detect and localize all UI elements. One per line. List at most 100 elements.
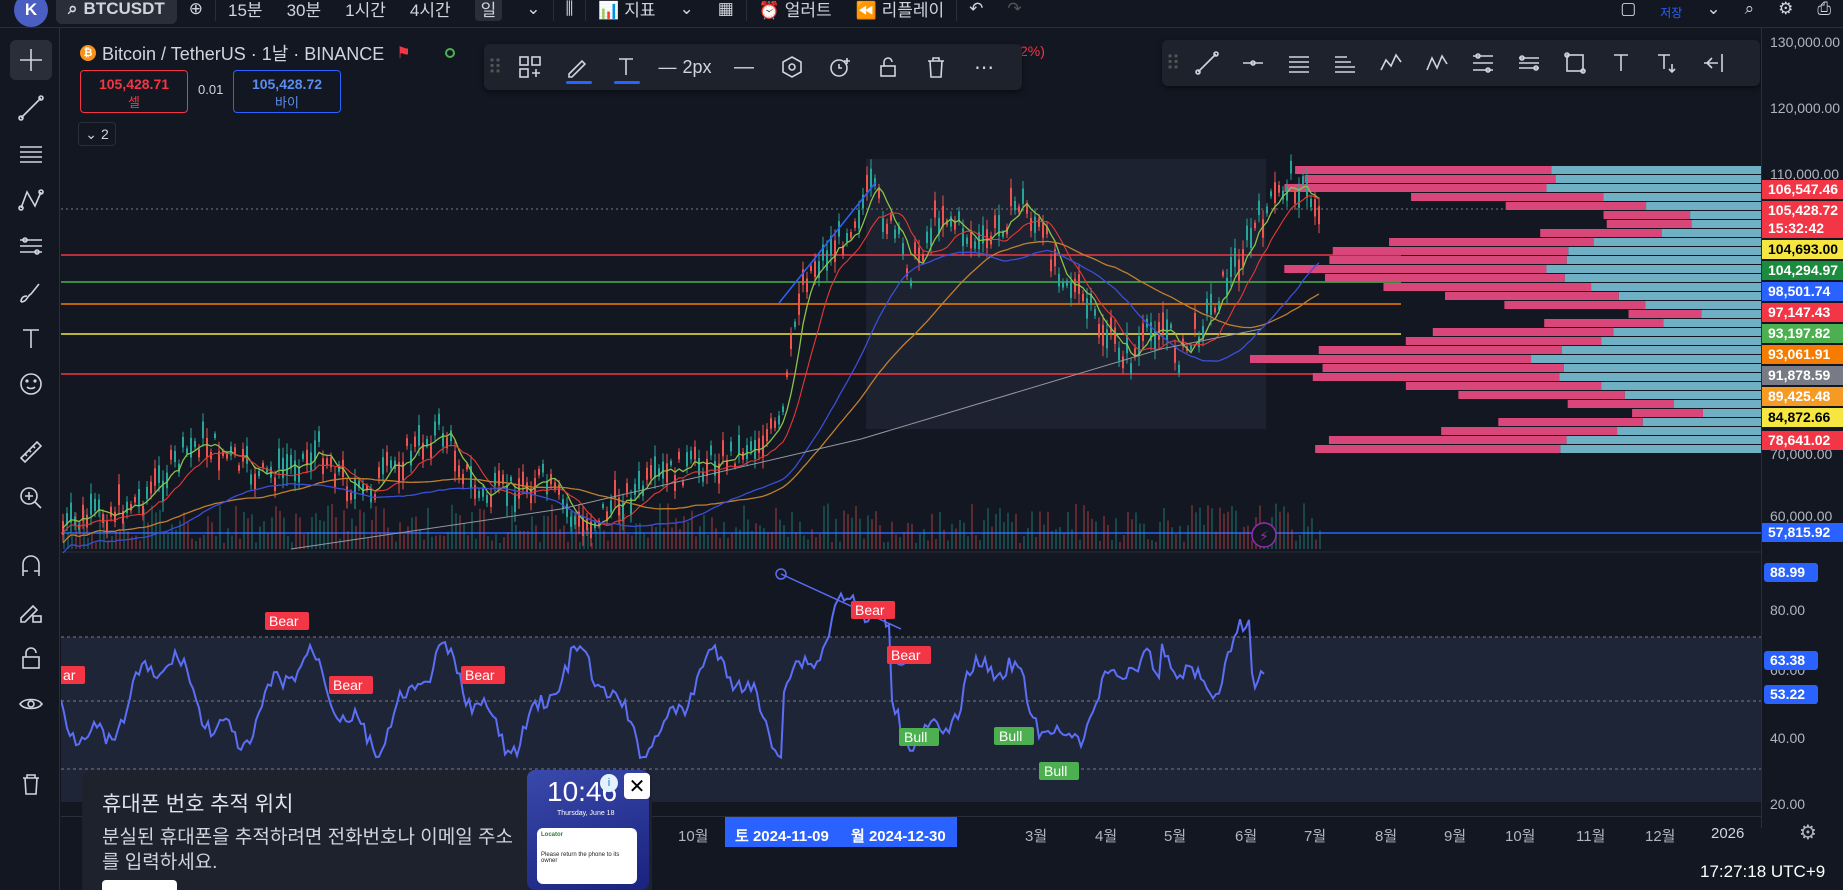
interval-1h[interactable]: 1시간 xyxy=(345,1,386,20)
template-icon[interactable] xyxy=(506,44,554,90)
ad-banner[interactable]: 휴대폰 번호 추적 위치 분실된 휴대폰을 추적하려면 전화번호나 이메일 주소… xyxy=(82,770,652,890)
search-icon[interactable]: ⌕ xyxy=(1744,0,1755,18)
text-tool-icon[interactable] xyxy=(10,318,52,358)
price-axis[interactable]: 130,000.00 120,000.00 110,000.00 70,000.… xyxy=(1761,28,1843,828)
elliott-wave-icon[interactable] xyxy=(1368,40,1414,86)
time-label: 9월 xyxy=(1444,828,1467,845)
replay-button[interactable]: ⏪ 리플레이 xyxy=(856,0,944,21)
axis-settings-icon[interactable]: ⚙ xyxy=(1799,822,1817,844)
line-color-pencil-icon[interactable] xyxy=(554,44,602,90)
crosshair-icon[interactable] xyxy=(10,40,52,80)
volume-bar xyxy=(1151,540,1153,549)
settings-hexagon-icon[interactable] xyxy=(768,44,816,90)
lock-icon[interactable] xyxy=(10,638,52,678)
rsi-divergence-line[interactable] xyxy=(780,573,902,630)
candle-body xyxy=(226,453,228,459)
zoom-in-icon[interactable] xyxy=(10,478,52,518)
ad-info-icon[interactable]: i xyxy=(600,774,618,792)
add-symbol-icon[interactable]: ⊕ xyxy=(188,0,203,18)
symbol-title[interactable]: Bitcoin / TetherUS · 1날 · BINANCE xyxy=(102,44,385,64)
sell-button[interactable]: 105,428.71 셀 xyxy=(80,70,188,113)
chevron-down-icon[interactable]: ⌄ xyxy=(1706,0,1721,18)
close-icon[interactable]: ✕ xyxy=(624,773,650,799)
redo-icon[interactable]: ↷ xyxy=(1007,0,1022,18)
rsi-handle[interactable] xyxy=(775,568,787,580)
line-style-icon[interactable]: — xyxy=(734,55,754,78)
pattern-icon[interactable] xyxy=(10,180,52,220)
layout-icon[interactable]: ▦ xyxy=(717,0,734,18)
buy-button[interactable]: 105,428.72 바이 xyxy=(233,70,341,113)
expand-toolbar-icon[interactable] xyxy=(1690,40,1736,86)
trash-icon[interactable] xyxy=(10,764,52,804)
interval-1d[interactable]: 일 xyxy=(474,0,503,21)
candle-body xyxy=(698,458,700,475)
undo-icon[interactable]: ↶ xyxy=(969,0,984,18)
bear-label-bg xyxy=(887,646,931,664)
fib-lines-icon[interactable] xyxy=(10,134,52,174)
alert-button[interactable]: ⏰ 얼러트 xyxy=(759,0,832,21)
candle-body xyxy=(490,494,492,507)
volume-bar xyxy=(375,506,377,549)
horizontal-ray-icon[interactable] xyxy=(1230,40,1276,86)
candle-body xyxy=(554,482,556,490)
vp-bar-sell xyxy=(1632,409,1703,417)
chevron-down-icon[interactable]: ⌄ xyxy=(526,0,541,18)
trend-line-icon[interactable] xyxy=(1184,40,1230,86)
text-color-icon[interactable] xyxy=(602,44,650,90)
delete-icon[interactable] xyxy=(912,44,960,90)
candle-body xyxy=(886,223,888,235)
collapse-indicators-button[interactable]: ⌄ 2 xyxy=(78,122,116,146)
volume-bar xyxy=(763,528,765,549)
magnet-icon[interactable] xyxy=(10,546,52,586)
brush-icon[interactable] xyxy=(10,272,52,312)
save-label[interactable]: 저장 xyxy=(1660,6,1683,20)
ruler-icon[interactable] xyxy=(10,432,52,472)
settings-gear-icon[interactable]: ⚙ xyxy=(1778,0,1794,18)
text-icon[interactable] xyxy=(1598,40,1644,86)
interval-15m[interactable]: 15분 xyxy=(228,1,263,20)
volume-bar xyxy=(471,512,473,549)
indicators-button[interactable]: 📊 지표 xyxy=(598,0,655,21)
interval-4h[interactable]: 4시간 xyxy=(409,1,451,20)
candle-body xyxy=(914,242,916,254)
emoji-icon[interactable] xyxy=(10,364,52,404)
flag-icon[interactable]: ⚑ xyxy=(396,45,411,62)
eye-icon[interactable] xyxy=(10,684,52,724)
camera-icon[interactable]: ⎙ xyxy=(1817,0,1831,18)
more-options-icon[interactable]: ⋯ xyxy=(974,56,994,79)
unlock-icon[interactable] xyxy=(864,44,912,90)
parallel-channel-icon[interactable] xyxy=(1276,40,1322,86)
user-avatar[interactable]: K xyxy=(14,0,48,27)
volume-bar xyxy=(959,519,961,549)
lock-pencil-icon[interactable] xyxy=(10,592,52,632)
chart-canvas[interactable]: ⚡ ar Bear Bear Bear Bear Bear Bull Bull Bull xyxy=(61,29,1761,817)
volume-bar xyxy=(639,522,641,549)
interval-30m[interactable]: 30분 xyxy=(286,1,322,20)
fib-retracement-icon[interactable] xyxy=(1460,40,1506,86)
add-alert-icon[interactable] xyxy=(816,44,864,90)
layout-box-icon[interactable]: ▢ xyxy=(1620,0,1637,18)
volume-bar xyxy=(71,535,73,549)
line-width-select[interactable]: —2px xyxy=(650,44,720,90)
candle-body xyxy=(694,446,696,460)
alert-marker-icon[interactable] xyxy=(1251,522,1277,548)
trend-line-icon[interactable] xyxy=(10,88,52,128)
abcd-pattern-icon[interactable] xyxy=(1414,40,1460,86)
drag-handle-icon[interactable]: ⠿ xyxy=(1165,52,1181,75)
volume-bar xyxy=(731,532,733,549)
alert-label: 얼러트 xyxy=(784,1,832,20)
rectangle-icon[interactable] xyxy=(1552,40,1598,86)
fib-extension-icon[interactable] xyxy=(1506,40,1552,86)
range-box[interactable] xyxy=(866,159,1266,429)
drag-handle-icon[interactable]: ⠿ xyxy=(487,56,503,79)
time-axis[interactable]: 10월 토 2024-11-09 월 2024-12-30 3월 4월 5월 6… xyxy=(61,816,1761,848)
fib-fan-icon[interactable] xyxy=(1322,40,1368,86)
chevron-down-icon[interactable]: ⌄ xyxy=(679,0,694,18)
projection-icon[interactable] xyxy=(10,226,52,266)
drawn-trendline[interactable] xyxy=(778,181,877,304)
symbol-search-button[interactable]: ⌕ BTCUSDT xyxy=(56,0,177,24)
candle-body xyxy=(1118,347,1120,361)
anchored-text-icon[interactable] xyxy=(1644,40,1690,86)
candle-style-icon[interactable]: ⫼ xyxy=(565,0,574,18)
ad-cta-button[interactable] xyxy=(102,880,177,890)
